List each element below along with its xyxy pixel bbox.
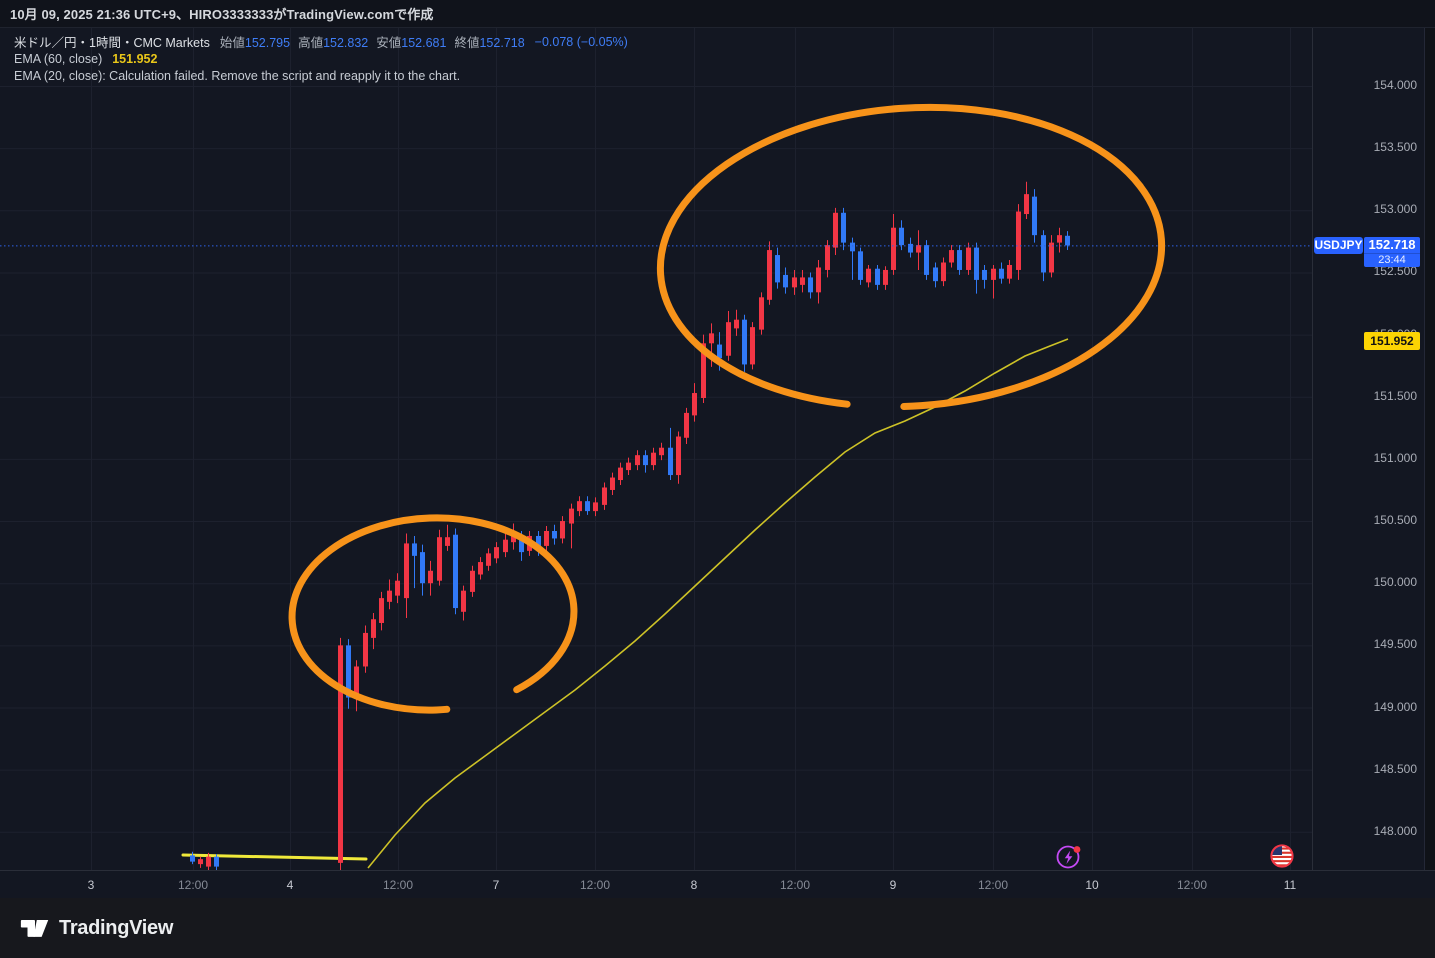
time-axis-label: 12:00: [382, 878, 414, 892]
footer-bar: TradingView: [0, 898, 1435, 958]
ohlc-field-value: 152.718: [479, 36, 525, 50]
attribution-text: 10月 09, 2025 21:36 UTC+9、HIRO3333333がTra…: [10, 7, 434, 22]
ema20-error-row[interactable]: EMA (20, close): Calculation failed. Rem…: [14, 67, 628, 84]
price-axis-label: 148.000: [1373, 823, 1417, 838]
ema60-legend-row[interactable]: EMA (60, close) 151.952: [14, 50, 628, 67]
time-axis-label: 10: [1085, 878, 1099, 892]
ohlc-field-value: 152.832: [323, 36, 369, 50]
ema-60-line[interactable]: [367, 338, 1069, 869]
last-price-value: 152.718: [1368, 236, 1416, 252]
last-price-label: 152.718 23:44: [1364, 236, 1420, 267]
economic-event-us-flag-icon[interactable]: [1268, 842, 1296, 870]
symbol-legend-row[interactable]: 米ドル／円・1時間・CMC Markets 始値152.795 高値152.832…: [14, 32, 628, 51]
price-axis-label: 148.500: [1373, 761, 1417, 776]
symbol-price-badge: USDJPY: [1314, 236, 1363, 254]
ohlc-field-label: 終値: [454, 36, 480, 50]
trend-line-drawing[interactable]: [181, 853, 368, 861]
time-axis[interactable]: 3 12:00 4 12:00 7 12:00 8 12:00 9 12:00 10 12:00 11: [0, 870, 1435, 899]
ohlc-field-label: 安値: [376, 36, 402, 50]
price-axis-label: 149.500: [1373, 637, 1417, 652]
bar-countdown: 23:44: [1364, 252, 1420, 267]
price-axis-label: 151.000: [1373, 450, 1417, 465]
time-axis-label: 8: [690, 878, 698, 892]
symbol-badge-text: USDJPY: [1314, 238, 1363, 253]
price-axis-label: 154.000: [1373, 78, 1417, 92]
price-axis-label: 149.000: [1373, 699, 1417, 714]
price-change: −0.078 (−0.05%): [534, 34, 628, 49]
time-axis-label: 3: [87, 878, 95, 892]
right-gutter: [1424, 28, 1435, 898]
ema60-label: EMA (60, close): [14, 51, 103, 66]
time-axis-label: 12:00: [1176, 878, 1208, 892]
time-axis-label: 12:00: [977, 878, 1009, 892]
tradingview-wordmark: TradingView: [59, 916, 174, 939]
symbol-title: 米ドル／円・1時間・CMC Markets: [14, 36, 210, 50]
ohlc-field-label: 始値: [219, 36, 245, 50]
price-axis[interactable]: 154.000153.500153.000152.500152.000151.5…: [1312, 28, 1425, 870]
ohlc-field: 安値152.681: [376, 36, 446, 50]
price-axis-label: 150.000: [1373, 575, 1417, 590]
ema20-error-text: EMA (20, close): Calculation failed. Rem…: [14, 68, 461, 83]
economic-event-flash-icon[interactable]: [1054, 842, 1084, 872]
grid-lines: [0, 28, 1312, 870]
time-axis-label: 4: [286, 878, 294, 892]
price-axis-label: 153.000: [1373, 202, 1417, 217]
drawing-ellipse-2[interactable]: [650, 91, 1172, 423]
time-axis-label: 12:00: [177, 878, 209, 892]
ema-price-value: 151.952: [1370, 333, 1414, 348]
drawing-ellipse-1[interactable]: [288, 513, 578, 715]
time-axis-label: 12:00: [779, 878, 811, 892]
price-axis-label: 152.500: [1373, 264, 1417, 279]
ema-price-label: 151.952: [1364, 331, 1420, 350]
ohlc-field-value: 152.681: [401, 36, 447, 50]
tradingview-logo[interactable]: TradingView: [20, 913, 173, 943]
candles-series: [190, 181, 1070, 870]
chart-legend: 米ドル／円・1時間・CMC Markets 始値152.795 高値152.832…: [14, 33, 628, 84]
time-axis-label: 9: [889, 878, 897, 892]
ohlc-field: 高値152.832: [298, 36, 368, 50]
ohlc-field-label: 高値: [298, 36, 324, 50]
ohlc-fields: 始値152.795 高値152.832 安値152.681 終値152.718: [220, 32, 533, 51]
price-axis-label: 151.500: [1373, 388, 1417, 403]
ohlc-field: 終値152.718: [454, 36, 524, 50]
time-axis-label: 7: [492, 878, 500, 892]
time-axis-label: 12:00: [579, 878, 611, 892]
ohlc-field: 始値152.795: [220, 36, 290, 50]
price-axis-label: 150.500: [1373, 513, 1417, 528]
attribution-bar: 10月 09, 2025 21:36 UTC+9、HIRO3333333がTra…: [0, 0, 1435, 28]
tradingview-logo-mark: [20, 920, 49, 937]
ohlc-field-value: 152.795: [244, 36, 291, 50]
ema60-value: 151.952: [112, 51, 158, 66]
price-axis-label: 153.500: [1373, 140, 1417, 155]
time-axis-label: 11: [1283, 878, 1297, 892]
